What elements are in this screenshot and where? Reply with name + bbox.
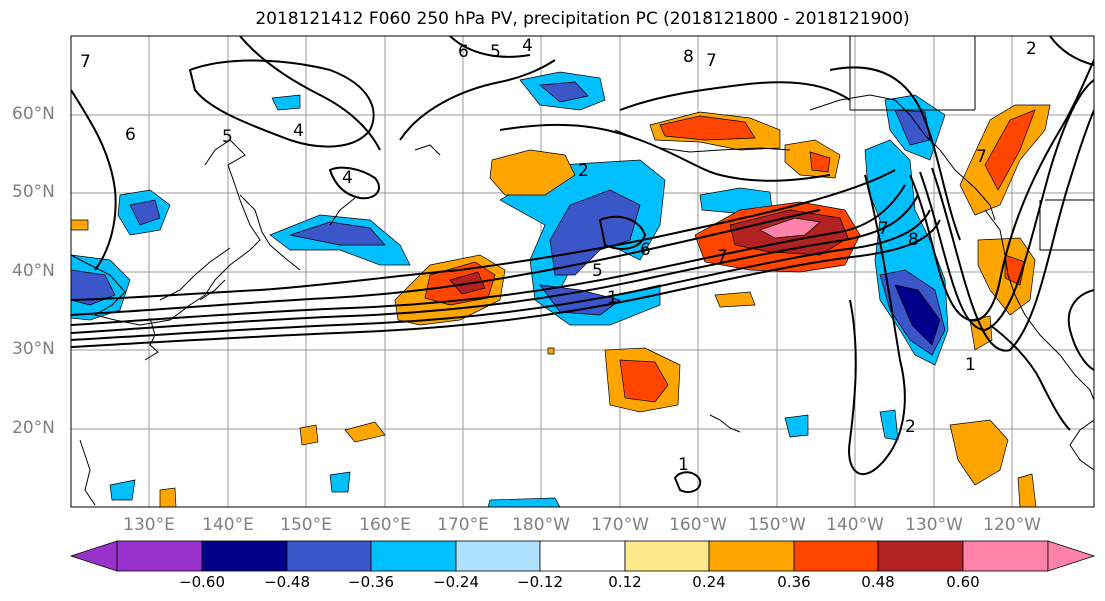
colorbar-extend-low xyxy=(69,540,118,572)
contour-label: 4 xyxy=(342,168,353,188)
contour-label: 4 xyxy=(522,36,533,56)
map-title: 2018121412 F060 250 hPa PV, precipitatio… xyxy=(255,9,910,29)
colorbar-tick-label: 0.48 xyxy=(861,573,895,591)
colorbar-tick-label: −0.48 xyxy=(264,573,310,591)
colorbar-extend-high xyxy=(1047,540,1096,572)
contour-label: 1 xyxy=(965,355,976,375)
negative-precip-shading xyxy=(71,71,949,507)
lon-label: 140°E xyxy=(202,515,254,535)
contour-label: 1 xyxy=(678,455,689,475)
colorbar-tick-label: 0.12 xyxy=(608,573,642,591)
contour-label: 7 xyxy=(717,247,728,267)
contour-label: 2 xyxy=(1026,39,1037,59)
lat-label-20n: 20°N xyxy=(12,418,55,438)
positive-precip-shading xyxy=(71,104,1051,507)
contour-label: 7 xyxy=(706,51,717,71)
contour-label: 7 xyxy=(976,147,987,167)
contour-label: 8 xyxy=(908,230,919,250)
contour-label: 5 xyxy=(490,42,501,62)
colorbar-tick-label: −0.36 xyxy=(348,573,394,591)
lat-label-60n: 60°N xyxy=(12,104,55,124)
lon-label: 170°W xyxy=(591,515,649,535)
lon-label: 170°E xyxy=(437,515,489,535)
colorbar-tick-label: −0.24 xyxy=(433,573,479,591)
colorbar-tick-label: −0.60 xyxy=(179,573,225,591)
contour-label: 2 xyxy=(905,417,916,437)
lon-label: 150°W xyxy=(748,515,806,535)
colorbar-tick-label: −0.12 xyxy=(517,573,563,591)
contour-label: 7 xyxy=(878,219,889,239)
coastlines xyxy=(71,36,1094,506)
contour-label: 7 xyxy=(80,52,91,72)
lon-label: 130°W xyxy=(905,515,963,535)
contour-label: 4 xyxy=(293,121,304,141)
contour-label: 5 xyxy=(222,127,233,147)
contour-label: 5 xyxy=(592,261,603,281)
map-frame xyxy=(70,35,1095,508)
colorbar xyxy=(69,540,1096,572)
lon-label: 180°W xyxy=(512,515,570,535)
lon-label: 130°E xyxy=(123,515,175,535)
lon-label: 120°W xyxy=(983,515,1041,535)
lon-label: 160°W xyxy=(669,515,727,535)
lat-label-40n: 40°N xyxy=(12,261,55,281)
colorbar-tick-label: 0.24 xyxy=(692,573,726,591)
lon-label: 140°W xyxy=(826,515,884,535)
lon-label: 150°E xyxy=(280,515,332,535)
contour-label: 6 xyxy=(640,240,651,260)
contour-labels: 7 6 5 4 6 5 4 4 8 7 2 7 8 6 5 1 7 7 1 2 … xyxy=(80,36,1037,475)
contour-label: 1 xyxy=(607,288,618,308)
contour-label: 8 xyxy=(683,47,694,67)
lon-label: 160°E xyxy=(359,515,411,535)
colorbar-tick-label: 0.60 xyxy=(946,573,980,591)
lat-label-50n: 50°N xyxy=(12,182,55,202)
colorbar-tick-label: 0.36 xyxy=(777,573,811,591)
contour-label: 2 xyxy=(578,161,589,181)
lat-label-30n: 30°N xyxy=(12,339,55,359)
pv-contours xyxy=(71,36,1094,493)
contour-label: 6 xyxy=(458,42,469,62)
contour-label: 6 xyxy=(125,125,136,145)
